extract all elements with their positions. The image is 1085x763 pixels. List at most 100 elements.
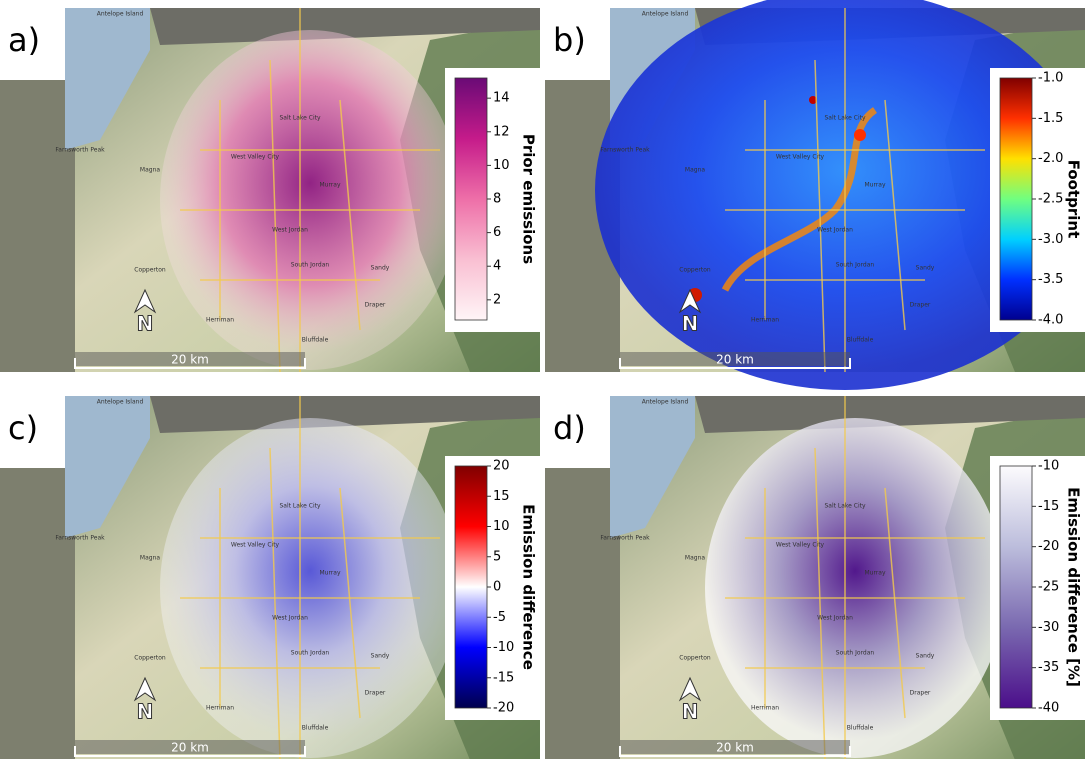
place-name: West Jordan — [272, 227, 308, 234]
north-label: N — [682, 312, 699, 336]
place-name: Bluffdale — [847, 725, 874, 732]
colorbar-tick-label: -2.0 — [1038, 151, 1063, 166]
place-name: West Valley City — [776, 542, 825, 549]
place-name: Sandy — [916, 653, 935, 660]
place-name: Salt Lake City — [824, 115, 866, 122]
place-name: Salt Lake City — [824, 503, 866, 510]
place-name: Murray — [864, 182, 885, 189]
colorbar-tick-label: -10 — [1038, 459, 1059, 474]
place-name: West Jordan — [817, 227, 853, 234]
place-name: Murray — [319, 570, 340, 577]
colorbar — [455, 466, 487, 708]
colorbar — [1000, 78, 1032, 320]
colorbar-tick-label: -20 — [493, 701, 514, 716]
colorbar-tick-label: -30 — [1038, 620, 1059, 635]
north-label: N — [682, 700, 699, 724]
place-name: Salt Lake City — [279, 503, 321, 510]
colorbar-tick-label: -15 — [493, 670, 514, 685]
place-name: Sandy — [371, 265, 390, 272]
colorbar-tick-label: 12 — [493, 124, 510, 139]
place-name: West Jordan — [817, 615, 853, 622]
north-label: N — [137, 312, 154, 336]
colorbar-title: Footprint — [1065, 160, 1083, 239]
colorbar-tick-label: -1.0 — [1038, 71, 1063, 86]
place-name: Magna — [140, 167, 160, 174]
scale-label: 20 km — [716, 741, 754, 755]
panel: Antelope Island Farnsworth Peak Magna West … — [0, 0, 540, 372]
colorbar-tick-label: -3.0 — [1038, 232, 1063, 247]
colorbar-tick-label: 20 — [493, 459, 510, 474]
colorbar-tick-label: -4.0 — [1038, 313, 1063, 328]
colorbar-tick-label: 4 — [493, 259, 501, 274]
colorbar — [455, 78, 487, 320]
panel-label: c) — [8, 409, 38, 447]
place-name: South Jordan — [836, 262, 875, 269]
scale-label: 20 km — [716, 353, 754, 367]
figure: Antelope Island Farnsworth Peak Magna West … — [0, 0, 1085, 759]
colorbar-tick-label: 8 — [493, 192, 501, 207]
colorbar-tick-label: 6 — [493, 225, 501, 240]
colorbar-title: Emission difference [%] — [1065, 487, 1083, 687]
colorbar-tick-label: -5 — [493, 610, 506, 625]
colorbar-tick-label: 14 — [493, 91, 510, 106]
place-name: Bluffdale — [847, 337, 874, 344]
panel-label: d) — [553, 409, 586, 447]
colorbar-tick-label: -15 — [1038, 499, 1059, 514]
place-name: Draper — [365, 302, 386, 309]
place-name: West Valley City — [231, 154, 280, 161]
panel-label: a) — [8, 21, 40, 59]
place-name: Herriman — [206, 317, 234, 324]
colorbar-tick-label: -10 — [493, 640, 514, 655]
north-label: N — [137, 700, 154, 724]
mountains-west — [0, 468, 75, 759]
place-name: Murray — [319, 182, 340, 189]
mountains-west — [0, 80, 75, 372]
colorbar-tick-label: -40 — [1038, 701, 1059, 716]
place-name: Sandy — [916, 265, 935, 272]
place-name: South Jordan — [291, 262, 330, 269]
colorbar-tick-label: -3.5 — [1038, 272, 1063, 287]
colorbar-tick-label: 15 — [493, 489, 510, 504]
place-name: Antelope Island — [97, 11, 144, 18]
scale-label: 20 km — [171, 353, 209, 367]
place-name: Bluffdale — [302, 725, 329, 732]
place-name: West Valley City — [776, 154, 825, 161]
place-name: Bluffdale — [302, 337, 329, 344]
place-name: Draper — [910, 302, 931, 309]
panel: Antelope IslandFarnsworth PeakMagnaWest … — [545, 388, 1085, 759]
place-name: Copperton — [679, 267, 711, 274]
place-name: Magna — [685, 555, 705, 562]
footprint-hotspot — [854, 129, 866, 141]
place-name: Salt Lake City — [279, 115, 321, 122]
colorbar-tick-label: -1.5 — [1038, 111, 1063, 126]
mountains-west — [545, 468, 620, 759]
colorbar-tick-label: -20 — [1038, 539, 1059, 554]
place-name: Herriman — [751, 317, 779, 324]
place-name: Copperton — [134, 267, 166, 274]
place-name: Farnsworth Peak — [55, 147, 105, 154]
place-name: Magna — [140, 555, 160, 562]
place-name: West Valley City — [231, 542, 280, 549]
colorbar-tick-label: -2.5 — [1038, 192, 1063, 207]
place-name: Farnsworth Peak — [600, 147, 650, 154]
place-name: Draper — [910, 690, 931, 697]
colorbar-tick-label: 5 — [493, 549, 501, 564]
place-name: Antelope Island — [97, 399, 144, 406]
colorbar-tick-label: -35 — [1038, 660, 1059, 675]
place-name: Murray — [864, 570, 885, 577]
place-name: Herriman — [751, 705, 779, 712]
place-name: Antelope Island — [642, 399, 689, 406]
place-name: Sandy — [371, 653, 390, 660]
colorbar-tick-label: 10 — [493, 158, 510, 173]
colorbar-tick-label: 10 — [493, 519, 510, 534]
place-name: West Jordan — [272, 615, 308, 622]
place-name: South Jordan — [291, 650, 330, 657]
colorbar-title: Prior emissions — [520, 134, 538, 264]
colorbar — [1000, 466, 1032, 708]
colorbar-title: Emission difference — [520, 504, 538, 670]
colorbar-tick-label: -25 — [1038, 580, 1059, 595]
colorbar-tick-label: 0 — [493, 580, 501, 595]
panel-label: b) — [553, 21, 586, 59]
